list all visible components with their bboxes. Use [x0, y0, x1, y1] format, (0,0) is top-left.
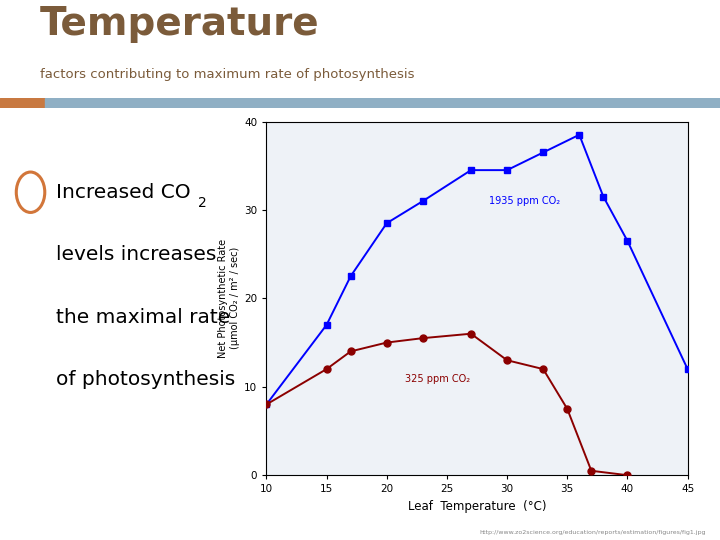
Bar	[0, 98, 45, 108]
Text: Increased CO: Increased CO	[56, 183, 191, 202]
Text: 325 ppm CO₂: 325 ppm CO₂	[405, 374, 470, 383]
Text: the maximal rate: the maximal rate	[56, 308, 230, 327]
Text: factors contributing to maximum rate of photosynthesis: factors contributing to maximum rate of …	[40, 68, 414, 81]
Text: 2: 2	[198, 195, 207, 210]
Text: Temperature: Temperature	[40, 5, 319, 43]
Text: levels increases: levels increases	[56, 245, 217, 264]
X-axis label: Leaf  Temperature  (°C): Leaf Temperature (°C)	[408, 500, 546, 513]
Text: of photosynthesis: of photosynthesis	[56, 370, 235, 389]
Y-axis label: Net Photosynthetic Rate
(μmol CO₂ / m² / sec): Net Photosynthetic Rate (μmol CO₂ / m² /…	[218, 239, 240, 358]
Text: http://www.zo2science.org/education/reports/estimation/figures/fig1.jpg: http://www.zo2science.org/education/repo…	[479, 530, 706, 535]
Text: 1935 ppm CO₂: 1935 ppm CO₂	[489, 195, 560, 206]
